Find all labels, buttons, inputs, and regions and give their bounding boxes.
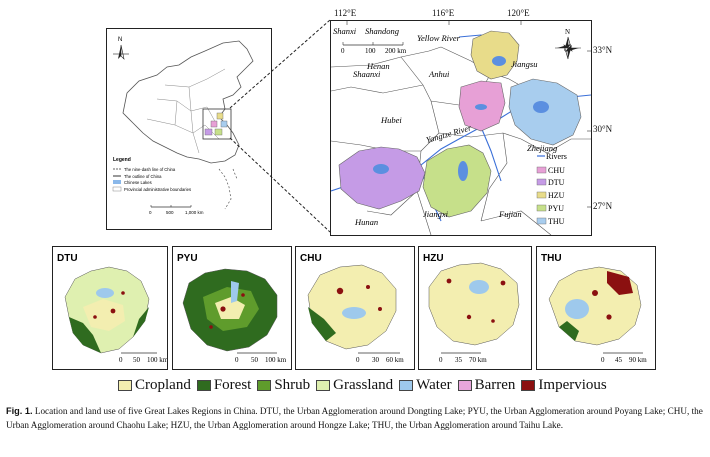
legend-shrub: Shrub xyxy=(257,377,310,394)
panel-chu-title: CHU xyxy=(300,253,322,264)
landuse-legend: Cropland Forest Shrub Grassland Water Ba… xyxy=(118,376,607,394)
figure-caption-label: Fig. 1. xyxy=(6,406,33,416)
focus-rectangle xyxy=(202,108,232,140)
panel-chu-scale-0: 0 xyxy=(356,356,360,364)
legend-barren: Barren xyxy=(457,376,516,394)
regional-scale-label-0: 0 xyxy=(341,47,345,55)
label-anhui: Anhui xyxy=(428,69,450,79)
panel-dtu-scale-1: 50 xyxy=(133,356,141,364)
label-shanxi: Shanxi xyxy=(333,26,357,36)
region-dtu xyxy=(338,146,426,210)
legend-shrub-label: Shrub xyxy=(274,376,311,393)
regional-scale-bar: 0 100 200 km xyxy=(341,42,407,55)
label-shandong: Shandong xyxy=(365,26,399,36)
regional-scale-label-1: 100 xyxy=(365,47,376,55)
panel-dtu-scale-2: 100 km xyxy=(147,356,167,364)
panel-pyu-scale-2: 100 km xyxy=(265,356,287,364)
china-scale-label-1: 500 xyxy=(166,210,174,215)
legend-rivers: Rivers xyxy=(546,152,567,161)
lon-label-120: 120°E xyxy=(507,8,530,18)
panel-hzu-title: HZU xyxy=(423,253,444,264)
china-legend-title: Legend xyxy=(113,157,131,163)
legend-forest-label: Forest xyxy=(213,376,252,393)
panel-hzu-scale-2: 70 km xyxy=(469,356,487,364)
panel-thu-scale-1: 45 xyxy=(615,356,623,364)
regional-north-label: N xyxy=(565,28,570,36)
lat-label-33: 33°N xyxy=(593,45,613,55)
panel-dtu-title: DTU xyxy=(57,253,78,264)
legend-water-label: Water xyxy=(416,376,452,393)
label-shaanxi: Shaanxi xyxy=(353,69,381,79)
china-north-label: N xyxy=(118,37,122,43)
china-scale-label-0: 0 xyxy=(149,210,152,215)
figure-caption: Fig. 1. Location and land use of five Gr… xyxy=(6,405,706,432)
panel-hzu-scale-1: 35 xyxy=(455,356,463,364)
lat-label-27: 27°N xyxy=(593,201,613,211)
panel-chu-scale-1: 30 xyxy=(372,356,380,364)
china-legend-item-2: The outline of China xyxy=(124,174,162,179)
panel-thu-scale-0: 0 xyxy=(601,356,605,364)
panel-hzu: HZU 0 35 70 km xyxy=(418,246,532,370)
legend-dtu: DTU xyxy=(548,178,565,187)
legend-cropland-label: Cropland xyxy=(135,376,191,393)
legend-grassland-label: Grassland xyxy=(333,376,394,393)
legend-impervious-label: Impervious xyxy=(538,376,607,393)
china-legend-item-4: Provincial administrative boundaries xyxy=(124,187,191,192)
panel-dtu: DTU 0 50 100 km xyxy=(52,246,168,370)
regional-scale-label-2: 200 km xyxy=(385,47,407,55)
label-yellow-river: Yellow River xyxy=(417,33,461,43)
legend-water: Water xyxy=(399,376,452,394)
panel-pyu: PYU 0 50 100 km xyxy=(172,246,292,370)
regional-map: Shanxi Shandong Yellow River Shaanxi Hen… xyxy=(330,20,592,236)
legend-forest: Forest xyxy=(196,376,252,394)
panel-chu: CHU 0 30 60 km xyxy=(295,246,415,370)
label-jiangsu: Jiangsu xyxy=(511,59,537,69)
china-scale-label-2: 1,000 km xyxy=(185,210,204,215)
legend-thu: THU xyxy=(548,217,565,226)
region-hzu xyxy=(470,30,520,80)
panel-thu-title: THU xyxy=(541,253,562,264)
regional-north-arrow-icon xyxy=(555,36,581,60)
legend-hzu: HZU xyxy=(548,191,565,200)
panel-pyu-scale-1: 50 xyxy=(251,356,259,364)
north-arrow-icon xyxy=(113,44,129,60)
label-zhejiang: Zhejiang xyxy=(527,143,557,153)
panel-chu-scale-2: 60 km xyxy=(386,356,404,364)
china-scale-bar: 0 500 1,000 km xyxy=(149,205,204,215)
panel-dtu-scale-0: 0 xyxy=(119,356,123,364)
panel-pyu-scale-0: 0 xyxy=(235,356,239,364)
label-jiangxi: Jiangxi xyxy=(423,209,449,219)
legend-cropland: Cropland xyxy=(118,377,191,394)
legend-pyu: PYU xyxy=(548,204,564,213)
legend-chu: CHU xyxy=(548,166,565,175)
legend-impervious: Impervious xyxy=(521,376,607,394)
legend-barren-label: Barren xyxy=(474,376,516,393)
panel-thu-scale-2: 90 km xyxy=(629,356,647,364)
legend-grassland: Grassland xyxy=(316,377,393,394)
label-henan: Henan xyxy=(366,61,390,71)
lat-label-30: 30°N xyxy=(593,124,613,134)
lon-label-116: 116°E xyxy=(432,8,455,18)
china-overview-map: N Legend The nine-dash line of China The… xyxy=(106,28,272,230)
panel-pyu-title: PYU xyxy=(177,253,198,264)
figure-caption-text: Location and land use of five Great Lake… xyxy=(6,406,703,430)
region-pyu xyxy=(422,144,492,218)
china-legend-item-1: The nine-dash line of China xyxy=(124,167,176,172)
lon-label-112: 112°E xyxy=(334,8,357,18)
label-hunan: Hunan xyxy=(354,217,378,227)
china-legend-item-3: Chinese Lakes xyxy=(124,180,152,185)
panel-hzu-scale-0: 0 xyxy=(439,356,443,364)
label-fujian: Fujian xyxy=(498,209,522,219)
panel-thu: THU 0 45 90 km xyxy=(536,246,656,370)
label-hubei: Hubei xyxy=(380,115,402,125)
